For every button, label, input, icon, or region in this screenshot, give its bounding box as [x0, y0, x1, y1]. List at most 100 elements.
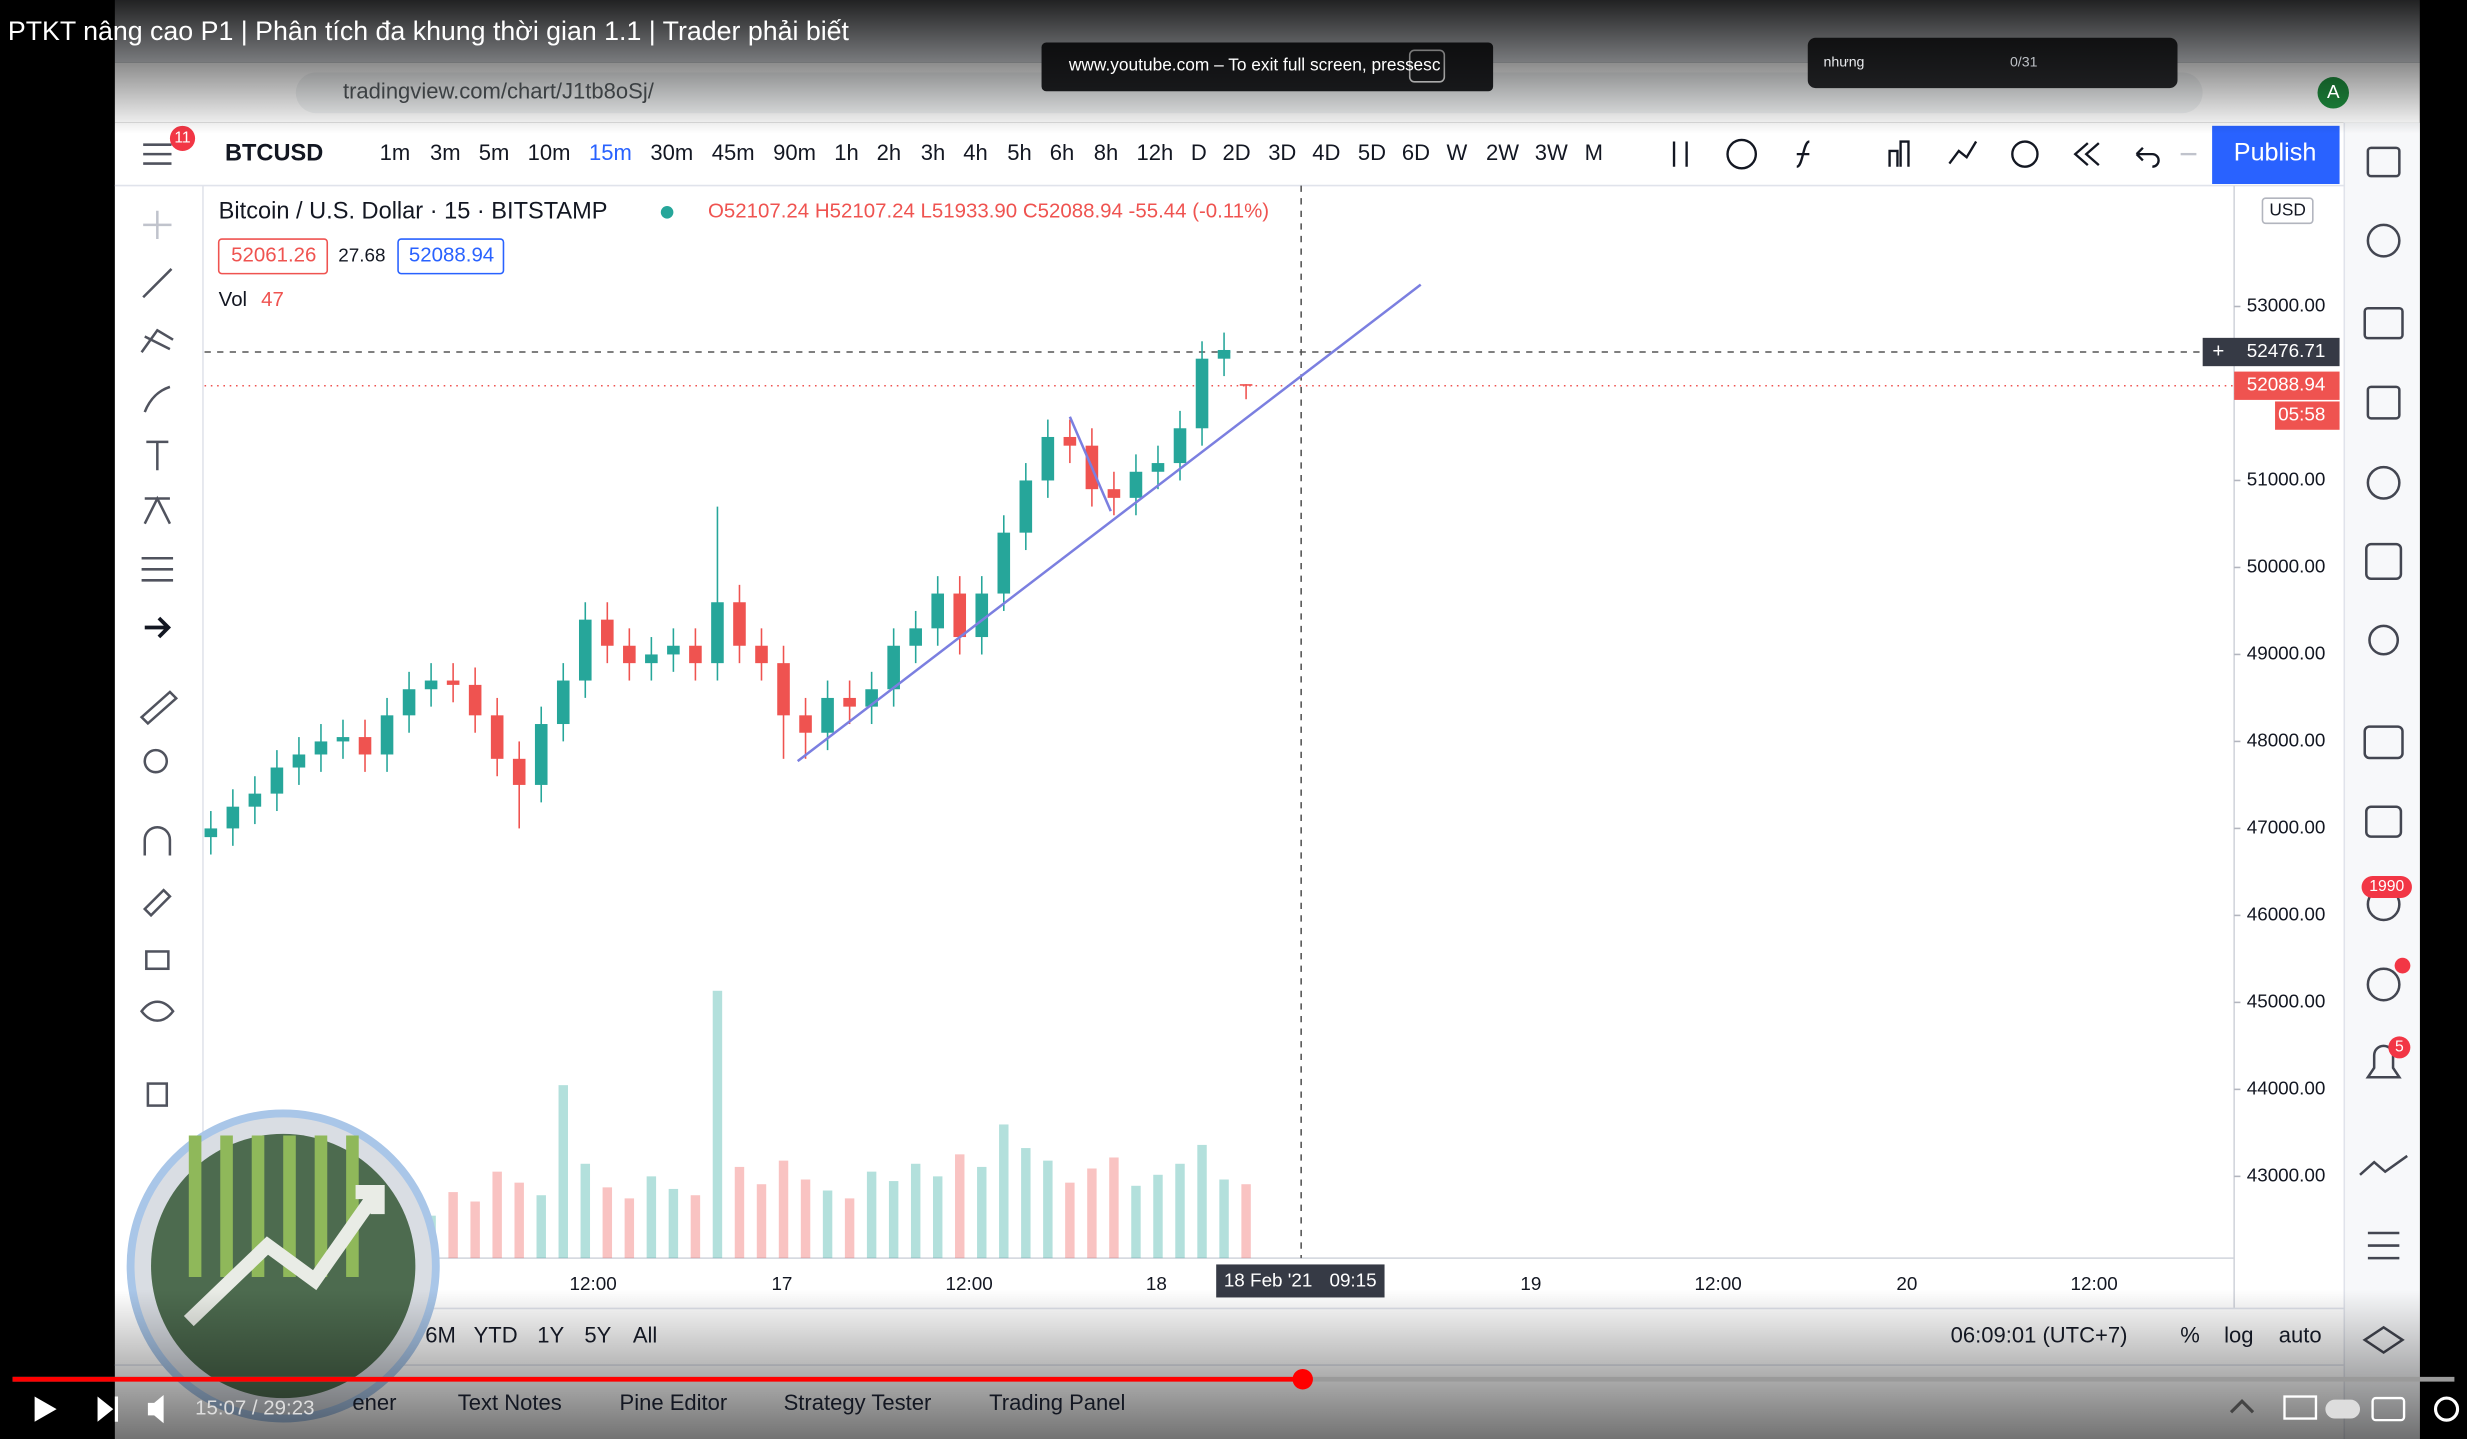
range-button[interactable]: 1Y — [537, 1323, 564, 1348]
interval-button[interactable]: 12h — [1136, 140, 1173, 165]
interval-button[interactable]: 45m — [712, 140, 755, 165]
volume-bar — [778, 1160, 789, 1259]
volume-value: 47 — [261, 288, 284, 311]
panel-tab[interactable]: Trading Panel — [989, 1390, 1125, 1415]
panel-tab[interactable]: Pine Editor — [620, 1390, 728, 1415]
menu-icon[interactable] — [143, 143, 172, 165]
progress-handle[interactable] — [1292, 1369, 1313, 1390]
candle-body — [556, 680, 570, 725]
range-button[interactable]: All — [633, 1323, 657, 1348]
ideas-icon[interactable] — [2368, 624, 2400, 656]
compare-icon[interactable] — [1726, 138, 1758, 170]
currency-box[interactable] — [2261, 197, 2314, 225]
order-panel-icon[interactable] — [2359, 1154, 2408, 1176]
interval-button[interactable]: 2D — [1223, 140, 1251, 165]
line-tool-icon[interactable] — [142, 268, 173, 299]
lock-drawing-icon[interactable] — [142, 888, 172, 918]
hotlist-icon[interactable] — [2366, 385, 2401, 420]
symbol-search[interactable]: BTCUSD — [225, 139, 323, 165]
volume-button[interactable] — [147, 1394, 164, 1424]
chats-icon[interactable] — [2363, 725, 2404, 760]
replay-icon[interactable] — [2073, 142, 2100, 167]
bar-style-icon[interactable] — [1672, 141, 1688, 167]
lock-icon[interactable] — [145, 950, 170, 971]
broadcast-icon[interactable] — [2366, 967, 2401, 1002]
interval-button[interactable]: 1m — [380, 140, 411, 165]
interval-button[interactable]: 5h — [1007, 140, 1032, 165]
interval-button[interactable]: 6h — [1050, 140, 1075, 165]
captions-button[interactable] — [2371, 1396, 2406, 1422]
alert-icon[interactable] — [2011, 140, 2039, 168]
interval-button[interactable]: 90m — [773, 140, 816, 165]
range-button[interactable]: 6M — [425, 1323, 456, 1348]
brush-icon[interactable] — [143, 385, 171, 413]
calendar-icon[interactable] — [2365, 542, 2403, 581]
range-button[interactable]: 5Y — [584, 1323, 611, 1348]
range-button[interactable]: YTD — [474, 1323, 518, 1348]
interval-button[interactable]: 4h — [963, 140, 988, 165]
interval-button[interactable]: 2h — [877, 140, 902, 165]
financials-icon[interactable] — [1888, 140, 1910, 167]
forecast-icon[interactable] — [141, 557, 174, 582]
cross-icon[interactable] — [143, 210, 172, 240]
trash-icon[interactable] — [146, 1082, 169, 1107]
miniplayer-button[interactable] — [2283, 1395, 2318, 1420]
calendar-clock-icon[interactable] — [2366, 465, 2401, 500]
panel-tab[interactable]: ener — [352, 1390, 396, 1415]
trend-line[interactable] — [796, 283, 1422, 763]
pattern-icon[interactable] — [143, 495, 172, 525]
pitchfork-icon[interactable] — [140, 328, 174, 354]
interval-button[interactable]: 15m — [589, 140, 632, 165]
interval-button[interactable]: W — [1447, 140, 1468, 165]
autoplay-toggle[interactable] — [2325, 1399, 2361, 1419]
dom-icon[interactable] — [2367, 1231, 2400, 1260]
templates-icon[interactable] — [1948, 140, 1978, 165]
panel-tab[interactable]: Text Notes — [458, 1390, 562, 1415]
scale-option[interactable]: auto — [2279, 1323, 2322, 1348]
interval-button[interactable]: 8h — [1094, 140, 1119, 165]
settings-button[interactable] — [2433, 1396, 2460, 1422]
data-window-icon[interactable] — [2363, 306, 2404, 340]
undo-icon[interactable] — [2135, 146, 2160, 168]
watchlist-icon[interactable] — [2366, 146, 2401, 178]
interval-button[interactable]: 5m — [479, 140, 510, 165]
interval-button[interactable]: 2W — [1486, 140, 1519, 165]
interval-button[interactable]: 3h — [921, 140, 946, 165]
candle-body — [1217, 349, 1231, 359]
arrow-icon[interactable] — [144, 616, 172, 639]
interval-button[interactable]: M — [1585, 140, 1603, 165]
panel-tab[interactable]: Strategy Tester — [784, 1390, 932, 1415]
url-text[interactable]: tradingview.com/chart/J1tb8oSj/ — [343, 79, 655, 104]
interval-button[interactable]: 3W — [1535, 140, 1568, 165]
ask-price: 52088.94 — [409, 244, 494, 267]
interval-button[interactable]: 3m — [430, 140, 461, 165]
interval-button[interactable]: 5D — [1358, 140, 1386, 165]
scale-option[interactable]: % — [2180, 1323, 2200, 1348]
currency-label[interactable]: USD — [2269, 199, 2306, 219]
collapse-button[interactable] — [2229, 1399, 2255, 1414]
trend-line-short[interactable] — [1068, 416, 1112, 512]
publish-button[interactable] — [2212, 125, 2340, 185]
scale-option[interactable]: log — [2224, 1323, 2253, 1348]
interval-button[interactable]: 3D — [1268, 140, 1296, 165]
interval-button[interactable]: D — [1191, 140, 1207, 165]
logo-arrow — [183, 1185, 385, 1327]
publish-label[interactable]: Publish — [2234, 139, 2317, 167]
interval-button[interactable]: 1h — [834, 140, 859, 165]
zoom-icon[interactable] — [143, 748, 169, 774]
text-icon[interactable] — [146, 440, 169, 471]
indicators-icon[interactable] — [1796, 140, 1810, 168]
ruler-icon[interactable] — [139, 690, 179, 726]
interval-button[interactable]: 4D — [1312, 140, 1340, 165]
eye-icon[interactable] — [140, 1000, 175, 1022]
interval-button[interactable]: 30m — [650, 140, 693, 165]
interval-button[interactable]: 10m — [528, 140, 571, 165]
sidebar-badge: 1990 — [2369, 878, 2404, 895]
next-button[interactable] — [97, 1396, 119, 1422]
interval-button[interactable]: 6D — [1402, 140, 1430, 165]
private-chat-icon[interactable] — [2365, 805, 2403, 838]
alerts-icon[interactable] — [2366, 223, 2401, 258]
volume-bar — [1109, 1157, 1119, 1259]
play-button[interactable] — [34, 1396, 57, 1422]
magnet-icon[interactable] — [143, 825, 172, 856]
